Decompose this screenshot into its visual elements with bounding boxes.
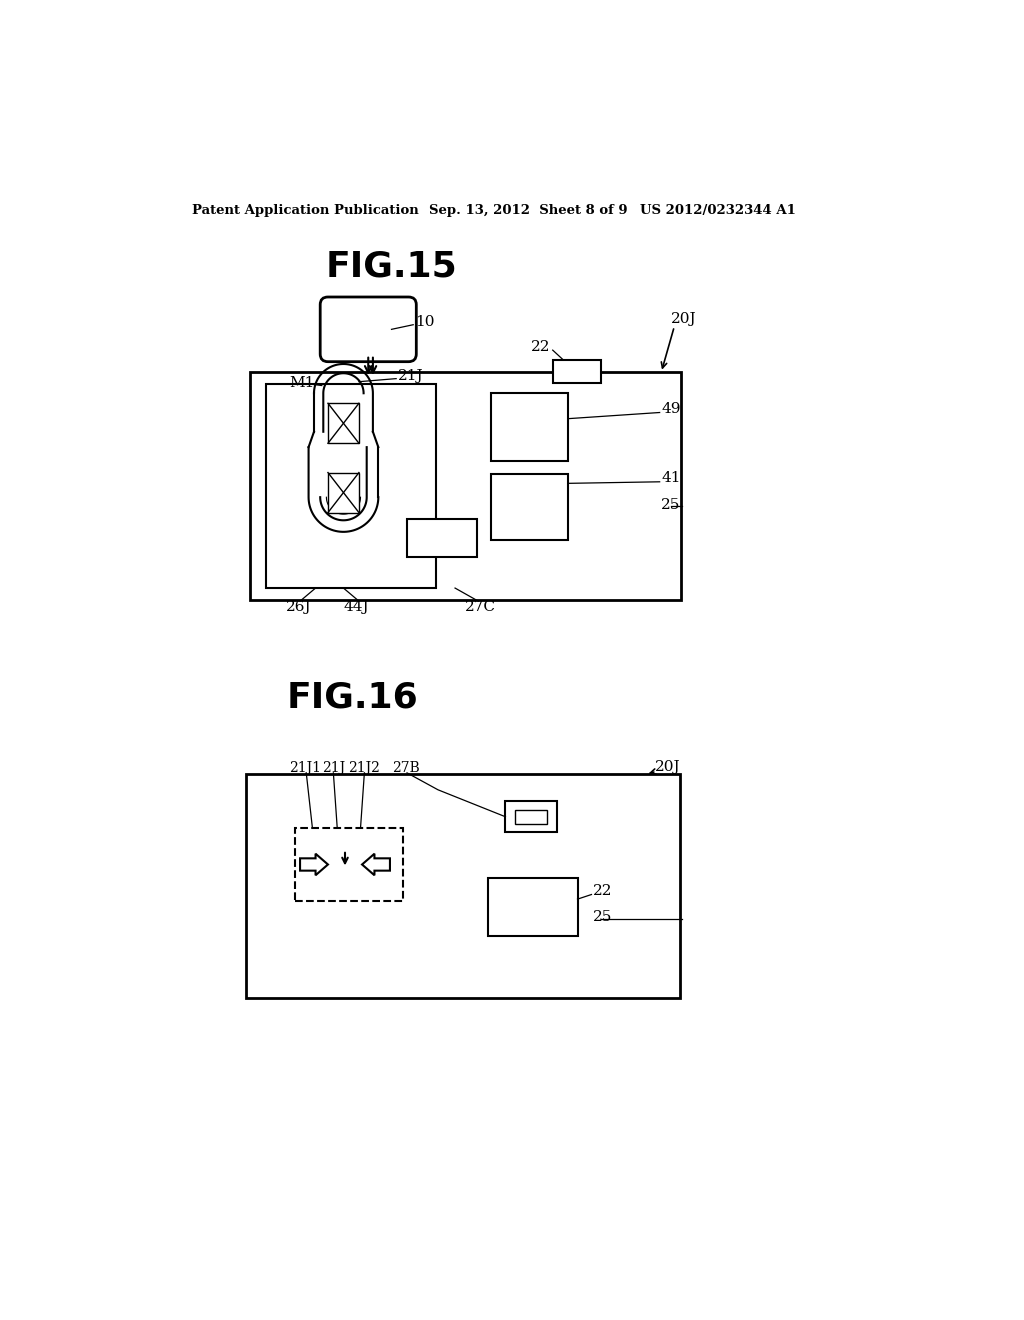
Text: FIG.15: FIG.15	[326, 249, 458, 284]
Bar	[246, 775, 680, 998]
Bar	[407, 519, 477, 557]
Polygon shape	[362, 854, 390, 875]
Bar	[295, 829, 403, 902]
Bar	[488, 878, 578, 936]
Text: FIG.16: FIG.16	[287, 680, 419, 714]
Bar	[328, 404, 359, 444]
Bar	[490, 474, 568, 540]
Text: 10: 10	[415, 314, 434, 329]
Text: M1: M1	[289, 376, 314, 391]
Text: US 2012/0232344 A1: US 2012/0232344 A1	[640, 205, 796, 218]
Text: 21J2: 21J2	[348, 762, 380, 775]
Text: 49: 49	[662, 401, 681, 416]
Text: 20J: 20J	[655, 760, 681, 774]
Text: 41: 41	[662, 471, 681, 484]
Text: 44J: 44J	[344, 599, 370, 614]
FancyBboxPatch shape	[321, 297, 417, 362]
Text: 25: 25	[662, 498, 681, 512]
Text: 22: 22	[530, 341, 550, 354]
Text: 21J: 21J	[322, 762, 345, 775]
Bar	[251, 372, 681, 599]
Text: 21J1: 21J1	[289, 762, 321, 775]
Text: 20J: 20J	[671, 312, 696, 326]
Text: 22: 22	[593, 884, 612, 899]
Bar	[328, 473, 359, 512]
Text: Patent Application Publication: Patent Application Publication	[191, 205, 418, 218]
Text: 26J: 26J	[286, 599, 311, 614]
Bar	[553, 360, 601, 383]
Text: 27B: 27B	[391, 762, 419, 775]
Bar	[490, 393, 568, 461]
Bar	[266, 384, 436, 589]
Text: 25: 25	[593, 909, 612, 924]
Text: 27C: 27C	[465, 599, 496, 614]
Bar	[506, 801, 557, 832]
Bar	[515, 810, 547, 824]
Polygon shape	[300, 854, 328, 875]
Text: 21J: 21J	[397, 368, 423, 383]
Text: Sep. 13, 2012  Sheet 8 of 9: Sep. 13, 2012 Sheet 8 of 9	[429, 205, 628, 218]
